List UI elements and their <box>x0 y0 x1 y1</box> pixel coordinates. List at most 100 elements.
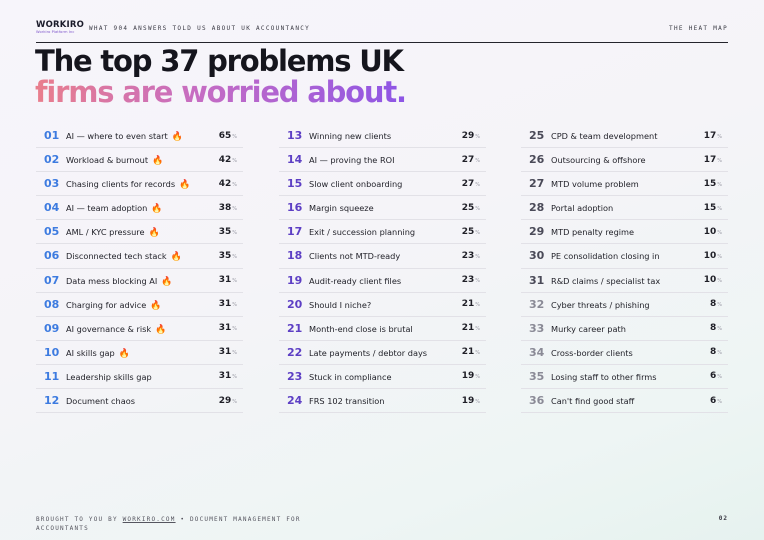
problem-row: 21 Month-end close is brutal 21% <box>279 317 486 341</box>
problem-row: 18 Clients not MTD-ready 23% <box>279 244 486 269</box>
rank-number: 10 <box>44 345 60 359</box>
percent-sign: % <box>717 374 722 381</box>
count-value: 8 <box>709 299 717 310</box>
count-value: 17 <box>703 154 717 165</box>
rank-number: 36 <box>529 394 545 408</box>
problem-text: MTD volume problem <box>551 179 639 190</box>
percent-sign: % <box>475 302 480 309</box>
problem-text: Losing staff to other firms <box>551 371 657 382</box>
problem-row: 19 Audit-ready client files 23% <box>279 269 486 293</box>
rank-number: 23 <box>287 369 303 383</box>
rank-number: 14 <box>287 153 303 167</box>
response-count: 15% <box>704 203 722 213</box>
problem-text: Late payments / debtor days <box>309 347 428 358</box>
problem-label: FRS 102 transition <box>309 396 384 406</box>
count-value: 8 <box>709 347 717 358</box>
problem-label: Outsourcing & offshore <box>551 155 646 165</box>
response-count: 8% <box>710 299 722 309</box>
count-value: 21 <box>461 347 475 358</box>
percent-sign: % <box>717 253 722 260</box>
rank-number: 35 <box>529 369 545 383</box>
rank-number: 30 <box>529 249 545 263</box>
workiro-logo[interactable]: WORKIRO Workiro Platform Inc <box>36 21 84 35</box>
response-count: 8% <box>710 323 722 333</box>
count-value: 21 <box>461 323 475 334</box>
percent-sign: % <box>232 302 237 309</box>
problem-text: Clients not MTD-ready <box>309 251 401 262</box>
count-value: 6 <box>709 395 717 406</box>
percent-sign: % <box>717 278 722 285</box>
response-count: 42% <box>219 155 237 165</box>
problem-text: AI governance & risk <box>66 323 152 334</box>
percent-sign: % <box>232 253 237 260</box>
count-value: 31 <box>218 299 232 310</box>
workiro-link[interactable]: WORKIRO.COM <box>122 516 176 523</box>
problem-text: MTD penalty regime <box>551 227 635 238</box>
response-count: 10% <box>704 251 722 261</box>
count-value: 25 <box>461 226 475 237</box>
rank-number: 29 <box>529 225 545 239</box>
percent-sign: % <box>475 205 480 212</box>
problem-row: 09 AI governance & risk 🔥 31% <box>36 317 243 341</box>
problem-row: 05 AML / KYC pressure 🔥 35% <box>36 220 243 245</box>
count-value: 10 <box>703 226 717 237</box>
count-value: 65 <box>218 130 232 141</box>
problem-label: Cross-border clients <box>551 348 633 358</box>
response-count: 25% <box>462 227 480 237</box>
problem-row: 03 Chasing clients for records 🔥 42% <box>36 172 243 197</box>
problem-row: 20 Should I niche? 21% <box>279 293 486 317</box>
problem-text: PE consolidation closing in <box>551 251 660 262</box>
problem-label: Clients not MTD-ready <box>309 251 400 261</box>
problem-label: Slow client onboarding <box>309 179 402 189</box>
problem-label: Should I niche? <box>309 300 371 310</box>
problem-text: Chasing clients for records <box>66 179 176 190</box>
fire-icon: 🔥 <box>161 276 173 287</box>
percent-sign: % <box>717 326 722 333</box>
problem-row: 11 Leadership skills gap 31% <box>36 365 243 390</box>
problem-label: AI — where to even start 🔥 <box>66 131 183 142</box>
percent-sign: % <box>232 278 237 285</box>
problem-label: Murky career path <box>551 324 626 334</box>
problem-text: CPD & team development <box>551 131 658 141</box>
rank-number: 03 <box>44 177 60 191</box>
problem-row: 06 Disconnected tech stack 🔥 35% <box>36 244 243 269</box>
rank-number: 21 <box>287 321 303 335</box>
response-count: 21% <box>462 299 480 309</box>
rank-number: 28 <box>529 201 545 215</box>
response-count: 38% <box>219 203 237 213</box>
problem-label: MTD penalty regime <box>551 227 634 237</box>
section-label: THE HEAT MAP <box>669 25 728 32</box>
problem-row: 26 Outsourcing & offshore 17% <box>521 148 728 173</box>
problem-label: AI — team adoption 🔥 <box>66 203 163 214</box>
response-count: 17% <box>704 155 722 165</box>
problem-label: Portal adoption <box>551 203 613 213</box>
problem-label: Can't find good staff <box>551 396 634 406</box>
fire-icon: 🔥 <box>150 300 162 311</box>
count-value: 25 <box>461 202 475 213</box>
percent-sign: % <box>232 229 237 236</box>
response-count: 65% <box>219 131 237 141</box>
percent-sign: % <box>232 374 237 381</box>
rank-number: 08 <box>44 297 60 311</box>
count-value: 21 <box>461 299 475 310</box>
percent-sign: % <box>717 205 722 212</box>
rank-number: 13 <box>287 129 303 142</box>
problem-text: AI — team adoption <box>66 203 148 214</box>
rank-number: 16 <box>287 201 303 215</box>
problem-text: Cross-border clients <box>551 347 633 358</box>
count-value: 15 <box>703 178 717 189</box>
problem-label: Stuck in compliance <box>309 372 392 382</box>
count-value: 35 <box>218 250 232 261</box>
percent-sign: % <box>232 157 237 164</box>
fire-icon: 🔥 <box>151 204 163 215</box>
problem-label: Losing staff to other firms <box>551 372 657 382</box>
count-value: 31 <box>218 371 232 382</box>
problem-label: Workload & burnout 🔥 <box>66 155 163 166</box>
problem-row: 25 CPD & team development 17% <box>521 124 728 149</box>
count-value: 23 <box>461 250 475 261</box>
problem-text: AI skills gap <box>66 347 115 358</box>
problem-row: 15 Slow client onboarding 27% <box>279 172 486 197</box>
problem-text: FRS 102 transition <box>309 396 385 407</box>
rank-number: 18 <box>287 249 303 263</box>
response-count: 29% <box>462 131 480 141</box>
